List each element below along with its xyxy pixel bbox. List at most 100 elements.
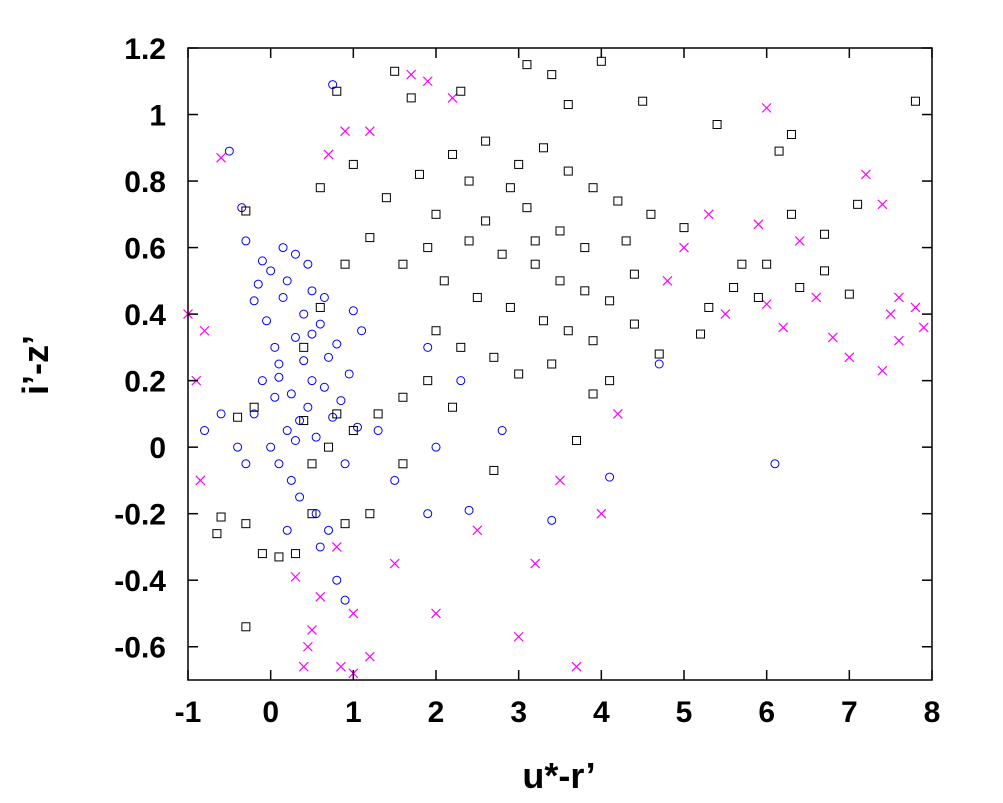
data-point-cross xyxy=(778,322,789,333)
data-point-square xyxy=(489,352,499,362)
data-point-square xyxy=(646,209,656,219)
data-point-cross xyxy=(195,475,206,486)
data-point-square xyxy=(481,136,491,146)
data-point-cross xyxy=(307,625,317,636)
data-point-square xyxy=(398,459,408,469)
data-point-circle xyxy=(278,243,288,253)
data-point-cross xyxy=(422,76,433,87)
data-points-layer xyxy=(183,56,929,679)
data-point-cross xyxy=(199,325,210,336)
data-point-circle xyxy=(274,459,284,469)
data-point-square xyxy=(621,236,631,246)
data-point-circle xyxy=(257,256,267,266)
data-point-square xyxy=(464,176,474,186)
data-point-cross xyxy=(389,558,400,569)
data-point-cross xyxy=(761,102,772,113)
data-point-cross xyxy=(348,608,359,619)
data-point-circle xyxy=(233,442,243,452)
data-point-cross xyxy=(885,309,896,320)
data-point-cross xyxy=(827,332,838,343)
data-point-square xyxy=(737,259,747,269)
data-point-circle xyxy=(270,342,280,352)
data-point-circle xyxy=(249,409,259,419)
data-point-circle xyxy=(340,459,350,469)
data-point-cross xyxy=(364,126,375,137)
data-point-square xyxy=(481,216,491,226)
data-point-square xyxy=(514,159,524,169)
y-tick-label: 0 xyxy=(149,432,166,465)
data-point-square xyxy=(588,183,598,193)
data-point-square xyxy=(605,296,615,306)
x-tick-label: 1 xyxy=(345,696,362,729)
data-point-circle xyxy=(319,292,329,302)
data-point-square xyxy=(696,329,706,339)
data-point-cross xyxy=(315,591,326,602)
data-point-cross xyxy=(910,302,921,313)
data-point-square xyxy=(580,243,590,253)
data-point-square xyxy=(332,409,342,419)
data-point-square xyxy=(315,183,325,193)
data-point-circle xyxy=(299,309,309,319)
data-point-square xyxy=(431,209,441,219)
data-point-circle xyxy=(200,426,210,436)
data-point-cross xyxy=(720,309,731,320)
data-point-cross xyxy=(216,152,226,163)
data-point-cross xyxy=(811,292,822,303)
data-point-square xyxy=(762,259,772,269)
y-axis-label: i’-z’ xyxy=(15,335,56,395)
data-point-square xyxy=(290,549,300,559)
data-point-circle xyxy=(290,332,300,342)
data-point-circle xyxy=(357,326,367,336)
data-point-circle xyxy=(303,259,313,269)
data-point-square xyxy=(398,392,408,402)
data-point-square xyxy=(423,243,433,253)
data-point-square xyxy=(381,193,391,203)
data-point-square xyxy=(638,96,648,106)
data-point-circle xyxy=(340,595,350,605)
data-point-cross xyxy=(596,508,607,519)
data-point-circle xyxy=(464,505,474,515)
x-tick-label: 8 xyxy=(924,696,941,729)
data-point-square xyxy=(820,266,830,276)
data-point-square xyxy=(704,302,714,312)
data-point-square xyxy=(522,203,532,213)
data-point-circle xyxy=(282,525,292,535)
x-axis-label: u*-r’ xyxy=(522,755,595,796)
data-point-circle xyxy=(282,276,292,286)
data-point-circle xyxy=(336,396,346,406)
data-point-square xyxy=(629,269,639,279)
data-point-square xyxy=(212,529,222,539)
data-point-cross xyxy=(298,661,309,672)
data-point-circle xyxy=(324,525,334,535)
data-point-square xyxy=(588,389,598,399)
data-point-circle xyxy=(319,382,329,392)
data-point-square xyxy=(555,226,565,236)
data-point-square xyxy=(563,166,573,176)
data-point-square xyxy=(538,316,548,326)
data-point-square xyxy=(216,512,226,522)
data-point-square xyxy=(505,302,515,312)
y-tick-label: 1 xyxy=(149,100,166,133)
x-tick-label: 4 xyxy=(593,696,610,729)
data-point-cross xyxy=(612,408,623,419)
data-point-cross xyxy=(794,236,805,246)
data-point-square xyxy=(299,342,309,352)
data-point-square xyxy=(241,622,251,632)
data-point-circle xyxy=(324,352,334,362)
data-point-square xyxy=(315,302,325,312)
data-point-cross xyxy=(290,571,301,582)
data-point-circle xyxy=(315,542,325,552)
data-point-square xyxy=(257,549,267,559)
data-point-square xyxy=(489,465,499,475)
data-point-cross xyxy=(530,558,541,569)
data-point-square xyxy=(654,349,664,359)
data-point-circle xyxy=(266,266,276,276)
data-point-circle xyxy=(348,306,358,316)
data-point-square xyxy=(340,519,350,529)
y-tick-label: 0.2 xyxy=(124,366,166,399)
data-point-circle xyxy=(224,146,234,156)
data-point-circle xyxy=(423,509,433,519)
data-point-square xyxy=(580,286,590,296)
data-point-square xyxy=(563,326,573,336)
